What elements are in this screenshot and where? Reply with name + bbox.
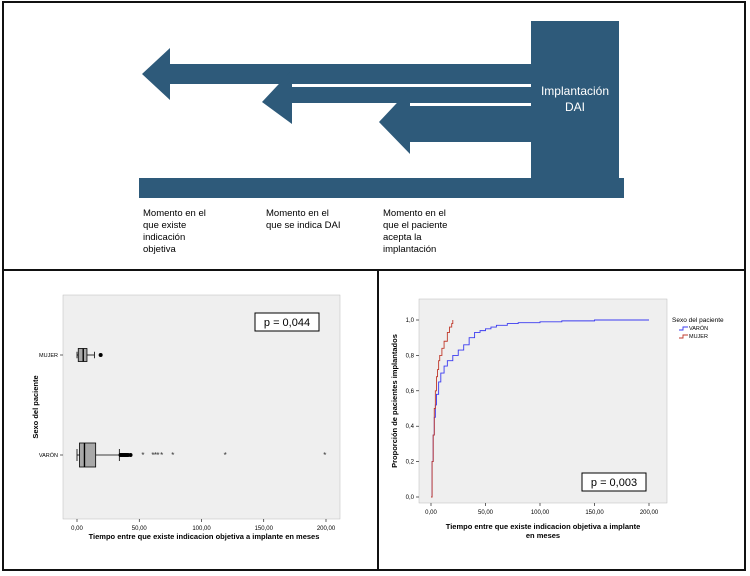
- arrow-indicacion-objetiva: [142, 48, 531, 100]
- km-panel: 0,00 50,00 100,00 150,00 200,00 0,0 0,2 0,4 0,6 0…: [377, 269, 746, 571]
- p-value-box: [254, 312, 320, 332]
- x-tick-label: 150,00: [585, 510, 604, 516]
- x-tick-label: 50,00: [478, 510, 494, 516]
- p-value-label: p = 0,044: [264, 317, 310, 329]
- legend-swatch: [679, 326, 688, 331]
- y-tick-label: MUJER: [39, 353, 58, 359]
- y-tick-label: 0,0: [406, 495, 415, 501]
- legend-title: Sexo del paciente: [672, 317, 724, 324]
- plot-background: [62, 294, 341, 520]
- x-tick-label: 150,00: [255, 526, 274, 532]
- implantacion-label: Implantación: [541, 84, 609, 98]
- arrow-indica-dai: [262, 70, 531, 124]
- dai-label: DAI: [565, 100, 585, 114]
- x-tick-label: 50,00: [132, 526, 148, 532]
- extreme-point: *: [160, 451, 163, 460]
- legend-label: VARÓN: [689, 325, 708, 332]
- y-tick-label: 0,6: [406, 389, 415, 395]
- x-axis-title: Tiempo entre que existe indicacion objet…: [89, 532, 320, 541]
- extreme-point: *: [224, 451, 227, 460]
- implantacion-box: [531, 21, 619, 198]
- extreme-point: *: [141, 451, 144, 460]
- extreme-point: *: [151, 451, 154, 460]
- extreme-point: *: [323, 451, 326, 460]
- y-tick-label: 0,2: [406, 460, 415, 466]
- y-tick-label: VARÓN: [39, 452, 58, 459]
- extreme-point: *: [171, 451, 174, 460]
- legend-swatch: [679, 334, 688, 339]
- x-tick-label: 100,00: [192, 526, 211, 532]
- outlier-point: [128, 453, 133, 457]
- y-axis-title: Proporción de pacientes implantados: [390, 334, 399, 468]
- x-tick-label: 0,00: [71, 526, 83, 532]
- x-axis-title-line1: Tiempo entre que existe indicacion objet…: [446, 522, 641, 531]
- p-value-label: p = 0,003: [591, 477, 637, 489]
- legend-label: MUJER: [689, 334, 708, 340]
- plot-background: [418, 298, 668, 504]
- extreme-point: *: [154, 451, 157, 460]
- km-chart: 0,00 50,00 100,00 150,00 200,00 0,0 0,2 0,4 0,6 0…: [390, 298, 724, 540]
- x-tick-label: 0,00: [425, 510, 437, 516]
- y-tick-label: 0,4: [406, 424, 415, 430]
- p-value-box: [581, 472, 647, 492]
- x-tick-label: 200,00: [317, 526, 336, 532]
- boxplot-chart: 0,00 50,00 100,00 150,00 200,00 MUJER VARÓN * * *…: [31, 294, 341, 541]
- series-line-mujer: [431, 320, 454, 498]
- extreme-point: *: [156, 451, 159, 460]
- x-tick-label: 100,00: [531, 510, 550, 516]
- outlier-point: [98, 353, 103, 357]
- y-tick-label: 1,0: [406, 318, 415, 324]
- x-tick-label: 200,00: [640, 510, 659, 516]
- arrow-acepta-implantacion: [379, 89, 531, 154]
- timeline-base-bar: [139, 178, 624, 198]
- moment-label-indicacion: Momento en el que existe indicación obje…: [143, 208, 206, 255]
- moment-label-acepta: Momento en el que el paciente acepta la …: [383, 208, 448, 255]
- boxplot-panel: 0,00 50,00 100,00 150,00 200,00 MUJER VARÓN * * *…: [2, 269, 379, 571]
- x-axis-title-line2: en meses: [526, 531, 560, 540]
- y-tick-label: 0,8: [406, 353, 415, 359]
- y-axis-title: Sexo del paciente: [31, 375, 40, 438]
- box-varón: [79, 442, 97, 468]
- timeline-diagram-panel: Implantación DAI Momento en el que exist…: [2, 1, 746, 271]
- timeline-diagram: Implantación DAI: [139, 21, 624, 198]
- moment-label-indica-dai: Momento en el que se indica DAI: [266, 208, 341, 231]
